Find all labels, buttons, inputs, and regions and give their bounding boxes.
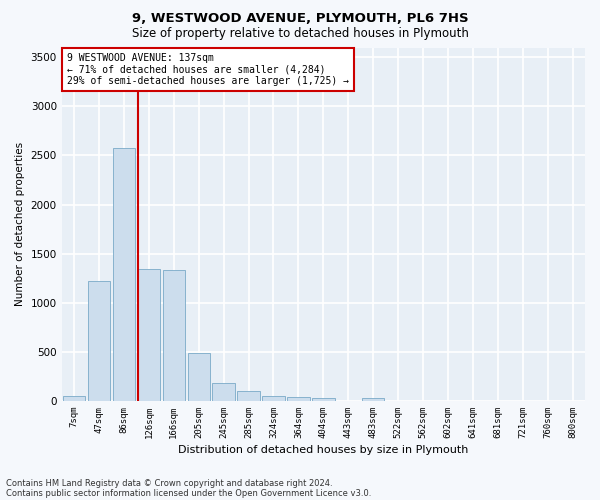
Text: 9 WESTWOOD AVENUE: 137sqm
← 71% of detached houses are smaller (4,284)
29% of se: 9 WESTWOOD AVENUE: 137sqm ← 71% of detac… bbox=[67, 53, 349, 86]
Bar bbox=[163, 270, 185, 401]
Bar bbox=[88, 281, 110, 401]
Text: Contains public sector information licensed under the Open Government Licence v3: Contains public sector information licen… bbox=[6, 488, 371, 498]
Bar bbox=[188, 353, 210, 401]
Bar bbox=[287, 396, 310, 401]
Y-axis label: Number of detached properties: Number of detached properties bbox=[15, 142, 25, 306]
Bar bbox=[212, 383, 235, 401]
Bar bbox=[113, 148, 135, 401]
Bar bbox=[238, 391, 260, 401]
Bar bbox=[262, 396, 285, 401]
X-axis label: Distribution of detached houses by size in Plymouth: Distribution of detached houses by size … bbox=[178, 445, 469, 455]
Bar bbox=[137, 270, 160, 401]
Text: Contains HM Land Registry data © Crown copyright and database right 2024.: Contains HM Land Registry data © Crown c… bbox=[6, 478, 332, 488]
Bar bbox=[312, 398, 335, 401]
Text: 9, WESTWOOD AVENUE, PLYMOUTH, PL6 7HS: 9, WESTWOOD AVENUE, PLYMOUTH, PL6 7HS bbox=[131, 12, 469, 26]
Bar bbox=[63, 396, 85, 401]
Text: Size of property relative to detached houses in Plymouth: Size of property relative to detached ho… bbox=[131, 28, 469, 40]
Bar bbox=[362, 398, 385, 401]
